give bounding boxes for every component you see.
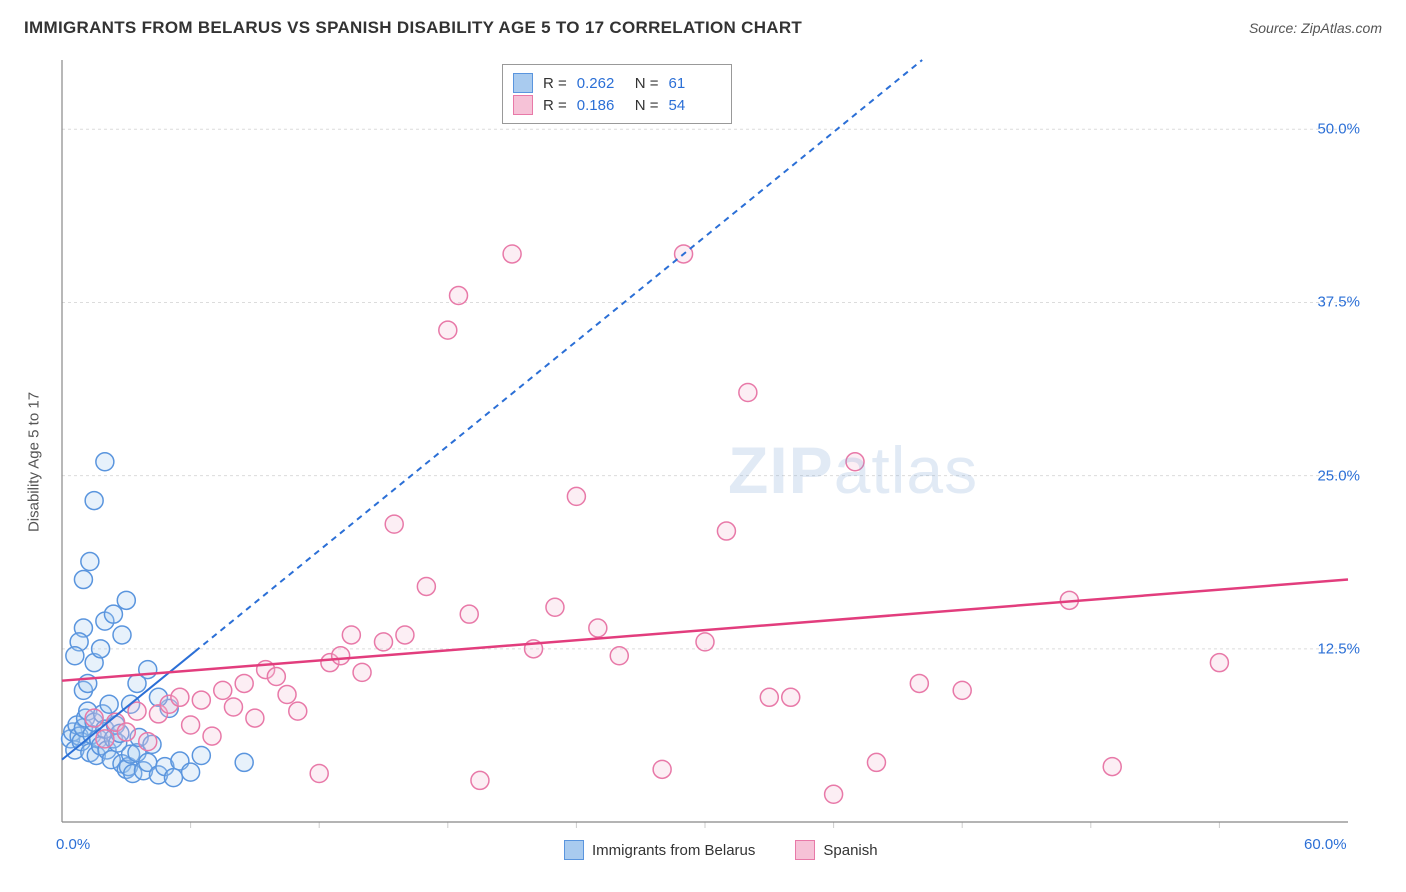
- legend-r-label: R =: [543, 75, 567, 92]
- scatter-point: [246, 709, 264, 727]
- chart-container: Disability Age 5 to 17 ZIPatlas 12.5%25.…: [48, 52, 1366, 872]
- scatter-point: [717, 522, 735, 540]
- scatter-point: [1103, 758, 1121, 776]
- series-legend: Immigrants from Belarus Spanish: [564, 840, 878, 860]
- scatter-point: [235, 674, 253, 692]
- trend-line-dashed: [195, 60, 922, 652]
- legend-n-value: 61: [669, 75, 717, 92]
- legend-r-label: R =: [543, 97, 567, 114]
- scatter-point: [825, 785, 843, 803]
- legend-r-value: 0.262: [577, 75, 625, 92]
- scatter-point: [235, 753, 253, 771]
- scatter-point: [310, 765, 328, 783]
- scatter-point: [782, 688, 800, 706]
- yaxis-tick-label: 37.5%: [1317, 294, 1360, 311]
- yaxis-tick-label: 25.0%: [1317, 467, 1360, 484]
- scatter-point: [81, 553, 99, 571]
- xaxis-min-label: 0.0%: [56, 836, 90, 853]
- scatter-point: [278, 686, 296, 704]
- scatter-point: [74, 571, 92, 589]
- scatter-point: [96, 453, 114, 471]
- scatter-point: [182, 716, 200, 734]
- legend-swatch: [513, 73, 533, 93]
- correlation-legend: R = 0.262 N = 61 R = 0.186 N = 54: [502, 64, 732, 124]
- scatter-point: [203, 727, 221, 745]
- chart-source: Source: ZipAtlas.com: [1249, 20, 1382, 36]
- scatter-point: [439, 321, 457, 339]
- scatter-point: [139, 661, 157, 679]
- scatter-point: [546, 598, 564, 616]
- scatter-point: [353, 663, 371, 681]
- legend-n-value: 54: [669, 97, 717, 114]
- scatter-point: [385, 515, 403, 533]
- scatter-point: [1210, 654, 1228, 672]
- scatter-point: [224, 698, 242, 716]
- scatter-point: [100, 695, 118, 713]
- scatter-point: [182, 763, 200, 781]
- scatter-point: [696, 633, 714, 651]
- scatter-point: [739, 384, 757, 402]
- scatter-point: [85, 492, 103, 510]
- scatter-point: [589, 619, 607, 637]
- scatter-point: [192, 691, 210, 709]
- scatter-point: [164, 769, 182, 787]
- scatter-point: [171, 688, 189, 706]
- yaxis-tick-label: 12.5%: [1317, 640, 1360, 657]
- scatter-point: [846, 453, 864, 471]
- legend-n-label: N =: [635, 97, 659, 114]
- scatter-chart: [48, 52, 1366, 872]
- scatter-point: [66, 647, 84, 665]
- scatter-point: [396, 626, 414, 644]
- scatter-point: [113, 626, 131, 644]
- scatter-point: [450, 287, 468, 305]
- scatter-point: [342, 626, 360, 644]
- scatter-point: [417, 577, 435, 595]
- scatter-point: [503, 245, 521, 263]
- legend-swatch: [513, 95, 533, 115]
- yaxis-tick-label: 50.0%: [1317, 121, 1360, 138]
- scatter-point: [85, 709, 103, 727]
- scatter-point: [289, 702, 307, 720]
- scatter-point: [214, 681, 232, 699]
- legend-item: Spanish: [795, 840, 877, 860]
- scatter-point: [460, 605, 478, 623]
- scatter-point: [117, 591, 135, 609]
- scatter-point: [267, 668, 285, 686]
- scatter-point: [96, 730, 114, 748]
- legend-series-name: Spanish: [823, 842, 877, 859]
- legend-swatch: [564, 840, 584, 860]
- legend-n-label: N =: [635, 75, 659, 92]
- legend-series-name: Immigrants from Belarus: [592, 842, 755, 859]
- legend-item: Immigrants from Belarus: [564, 840, 755, 860]
- scatter-point: [953, 681, 971, 699]
- scatter-point: [867, 753, 885, 771]
- scatter-point: [653, 760, 671, 778]
- legend-swatch: [795, 840, 815, 860]
- yaxis-label: Disability Age 5 to 17: [26, 392, 43, 532]
- xaxis-max-label: 60.0%: [1304, 836, 1347, 853]
- scatter-point: [610, 647, 628, 665]
- scatter-point: [332, 647, 350, 665]
- scatter-point: [104, 605, 122, 623]
- scatter-point: [139, 733, 157, 751]
- scatter-point: [375, 633, 393, 651]
- scatter-point: [567, 487, 585, 505]
- scatter-point: [192, 746, 210, 764]
- chart-title: IMMIGRANTS FROM BELARUS VS SPANISH DISAB…: [24, 18, 802, 38]
- scatter-point: [471, 771, 489, 789]
- trend-line: [62, 580, 1348, 681]
- scatter-point: [92, 640, 110, 658]
- scatter-point: [117, 723, 135, 741]
- scatter-point: [760, 688, 778, 706]
- legend-r-value: 0.186: [577, 97, 625, 114]
- scatter-point: [910, 674, 928, 692]
